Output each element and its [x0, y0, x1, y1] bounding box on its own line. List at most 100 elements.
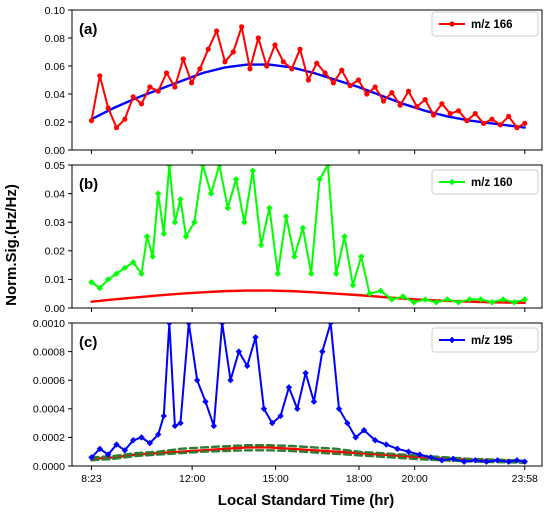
panel-b-series-0-point — [96, 284, 104, 292]
panel-b-series-0-point — [444, 296, 451, 303]
panel-c-series-0-point — [104, 451, 112, 458]
panel-a-series-0-point — [430, 112, 437, 118]
panel-a-series-0-point — [205, 46, 211, 52]
panel-a-series-0-point — [522, 120, 528, 126]
panel-c-series-0-point — [302, 369, 309, 377]
panel-a-series-0-point — [172, 84, 178, 90]
panel-c-series-0-point — [472, 457, 479, 464]
panel-a-series-0-point — [339, 67, 345, 73]
panel-b-series-0-point — [138, 270, 145, 277]
panel-a-series-0-point — [88, 118, 95, 124]
panel-c-series-0-point — [310, 398, 318, 405]
panel-c-series-0-point — [177, 419, 184, 427]
panel-b-series-0-point — [410, 299, 418, 306]
panel-a-series-0-point — [455, 108, 462, 114]
panel-a-series-0-point — [289, 66, 295, 72]
panel-c-series-0-point — [96, 445, 104, 453]
panel-c-series-0-point — [513, 457, 521, 464]
panel-c-ytick-label: 0.0004 — [33, 404, 65, 416]
panel-c-series-0-point — [121, 447, 129, 454]
panel-b-series-0-point — [499, 296, 507, 303]
panel-c-series-0-point — [185, 323, 193, 327]
panel-a-series-0-point — [264, 63, 270, 69]
x-tick-label: 15:00 — [262, 473, 288, 485]
panel-b-series-0-point — [88, 279, 95, 286]
panel-b-series-0-point — [129, 259, 137, 266]
x-tick-label: 18:00 — [346, 473, 372, 485]
panel-a-series-0-point — [197, 66, 203, 72]
panel-b-label: (b) — [79, 176, 98, 193]
panel-a-series-0-point — [163, 70, 170, 76]
panel-b-series-0-point — [113, 270, 120, 277]
panel-c-series-0-point — [155, 431, 162, 438]
panel-b-series-0-point — [488, 299, 496, 306]
panel-a-series-0-point — [247, 66, 253, 72]
panel-b-series-0-point — [182, 233, 190, 240]
panel-b-series-0-point — [241, 219, 248, 226]
panel-b-series-0-point — [177, 196, 184, 203]
panel-c-series-0-point — [269, 419, 276, 427]
panel-c-series-0-point — [88, 454, 95, 461]
panel-b-series-0-point — [266, 204, 273, 212]
panel-a-series-0-point — [314, 60, 320, 66]
panel-b-series-0-point — [388, 296, 396, 303]
panel-b-legend-box — [431, 169, 539, 195]
panel-b-series-0-point — [316, 176, 323, 183]
panel-a-series-0-point — [188, 80, 195, 86]
panel-a-series-0-point — [380, 98, 387, 104]
panel-b-series-0-point — [433, 299, 440, 306]
panel-c-series-0-point — [405, 448, 412, 455]
panel-a-xticks — [90, 150, 526, 154]
panel-a-series-0-point — [397, 102, 403, 108]
panel-c-series-0-point — [494, 457, 501, 464]
panel-a-ytick-label: 0.00 — [45, 145, 66, 157]
panel-b-series-0-point — [199, 165, 206, 169]
panel-a-frame — [71, 9, 543, 151]
panel-b-series-0-point — [521, 296, 528, 303]
panel-c-ytick-label: 0.0008 — [33, 346, 65, 358]
panel-c-legend-marker — [448, 336, 456, 344]
panel-a-legend-box — [431, 11, 539, 37]
panel-b-series-0-point — [274, 270, 281, 277]
x-tick-label: 23:58 — [512, 473, 538, 485]
panel-c-series-0-point — [505, 458, 512, 465]
panel-b-series-0-point — [149, 253, 156, 260]
panel-c-ytick-label: 0.0010 — [33, 318, 65, 330]
panel-b-series-0-point — [399, 293, 407, 300]
panel-a-series-0-point — [180, 56, 186, 62]
panel-a-label: (a) — [79, 21, 97, 38]
panel-c-series-0-point — [146, 439, 154, 447]
panel-c-label: (c) — [79, 334, 97, 351]
panel-c-series-0-point — [483, 458, 490, 465]
panel-c-series-3-line — [90, 449, 526, 465]
panel-b-series-0-point — [510, 299, 518, 306]
panel-b-ytick-label: 0.05 — [45, 160, 66, 172]
panel-b-series-0-point — [207, 190, 215, 197]
panel-a-legend-label: m/z 166 — [471, 19, 513, 31]
panel-a-series-0-point — [489, 116, 495, 122]
panel-b-series-0-point — [377, 287, 384, 295]
panel-c-marks — [88, 323, 528, 465]
panel-b-yticks: 0.00 0.01 0.02 0.03 0.04 0.05 — [45, 160, 72, 315]
panel-c-series-0-point — [129, 437, 137, 444]
panel-c-series-0-point — [344, 419, 351, 427]
panel-a-series-0-point — [138, 101, 145, 107]
panel-a-series-0-point — [405, 88, 412, 94]
x-tick-label: 12:00 — [179, 473, 205, 485]
panel-c-series-1-line — [90, 446, 526, 463]
panel-a-series-0-point — [305, 77, 311, 83]
panel-a-series-0-point — [497, 122, 503, 128]
y-axis-title: Norm.Sig.(Hz/Hz) — [3, 184, 20, 306]
panel-c-series-0-point — [218, 323, 226, 327]
panel-b-series-0-point — [249, 167, 256, 174]
panel-a-series-0-point — [214, 28, 220, 34]
panel-a-series-0-point — [422, 97, 428, 103]
panel-a-series-0-point — [372, 84, 378, 90]
panel-b-ytick-label: 0.04 — [45, 188, 66, 200]
panel-b-legend: m/z 160 — [431, 169, 539, 195]
panel-c-series-0-point — [327, 323, 334, 327]
panel-b-series-0-point — [191, 219, 198, 226]
panel-a-ytick-label: 0.04 — [45, 89, 66, 101]
panel-a-series-0-point — [439, 101, 445, 107]
